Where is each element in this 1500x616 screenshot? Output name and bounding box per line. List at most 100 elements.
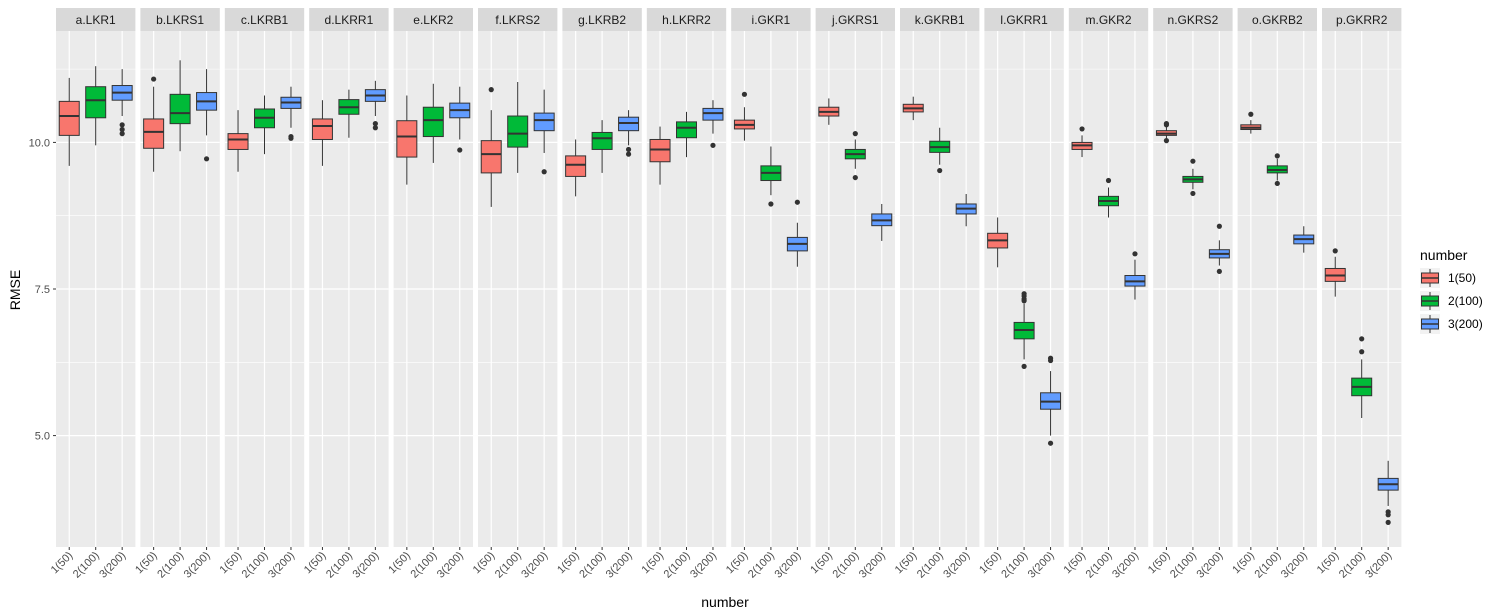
- strip-label: a.LKR1: [76, 13, 116, 27]
- boxplot: [676, 111, 697, 158]
- boxplot: [818, 98, 840, 125]
- box: [565, 155, 587, 177]
- boxplot: [929, 127, 951, 174]
- x-tick-label: 3(200): [1110, 550, 1141, 581]
- boxplot: [871, 203, 893, 241]
- outlier-point: [1385, 519, 1391, 525]
- strip-label: g.LKRB2: [578, 13, 626, 27]
- outlier-point: [119, 122, 125, 128]
- outlier-point: [372, 121, 378, 127]
- strip-label: l.GKRR1: [1000, 13, 1048, 27]
- boxplot: [1155, 121, 1177, 144]
- box: [85, 86, 107, 119]
- outlier-point: [741, 91, 748, 97]
- strip-background: [731, 8, 811, 31]
- boxplot: [1182, 158, 1204, 197]
- box: [480, 140, 502, 174]
- boxplot: [1124, 251, 1146, 300]
- panels: a.LKR11(50)2(100)3(200)b.LKRS11(50)2(100…: [49, 8, 1402, 581]
- x-tick-label: 2(100): [662, 550, 693, 581]
- outlier-point: [625, 151, 632, 157]
- boxplot: [1293, 226, 1315, 253]
- outlier-point: [852, 174, 858, 181]
- x-tick-label: 3(200): [773, 550, 804, 581]
- strip-label: j.GKRS1: [831, 13, 879, 27]
- x-tick-label: 2(100): [830, 550, 861, 581]
- box: [311, 118, 333, 140]
- y-tick-label: 10.0: [29, 137, 50, 149]
- legend-title: number: [1420, 247, 1468, 263]
- outlier-point: [937, 167, 943, 174]
- y-axis-title: RMSE: [7, 270, 23, 310]
- strip-background: [562, 8, 642, 31]
- x-tick-label: 2(100): [240, 550, 271, 581]
- box: [676, 121, 697, 139]
- outlier-point: [1047, 357, 1054, 364]
- outlier-point: [1021, 298, 1027, 304]
- strip-label: h.LKRR2: [662, 13, 711, 27]
- outlier-point: [151, 76, 157, 82]
- strip-background: [393, 8, 473, 31]
- outlier-point: [457, 147, 463, 153]
- boxplot: [480, 87, 502, 207]
- x-tick-label: 3(200): [182, 550, 213, 581]
- x-tick-label: 2(100): [1084, 550, 1115, 581]
- box: [591, 131, 613, 150]
- x-tick-label: 3(200): [1195, 550, 1226, 581]
- boxplot: [507, 82, 529, 173]
- boxplot: [760, 146, 782, 207]
- outlier-point: [1190, 158, 1196, 164]
- boxplot: [618, 110, 640, 157]
- box: [143, 118, 165, 149]
- outlier-point: [488, 87, 494, 93]
- x-tick-label: 3(200): [97, 550, 128, 581]
- x-tick-label: 2(100): [493, 550, 524, 581]
- outlier-point: [1216, 268, 1222, 275]
- boxplot: [111, 69, 133, 137]
- x-axis-title: number: [701, 594, 749, 610]
- boxplot: [1098, 177, 1119, 218]
- boxplot: [1351, 336, 1373, 418]
- boxplot: [1324, 248, 1346, 297]
- x-tick-label: 2(100): [155, 550, 186, 581]
- boxplot: [364, 80, 386, 131]
- boxplot: [1240, 111, 1262, 134]
- strip-background: [1237, 8, 1317, 31]
- outlier-point: [768, 201, 774, 207]
- legend-item: 3(200): [1420, 314, 1483, 334]
- boxplot: [987, 217, 1009, 268]
- strip-background: [984, 8, 1064, 31]
- strip-background: [815, 8, 895, 31]
- boxplot: [196, 69, 218, 162]
- outlier-point: [119, 126, 125, 133]
- strip-background: [900, 8, 980, 31]
- outlier-point: [852, 131, 858, 137]
- x-tick-label: 2(100): [746, 550, 777, 581]
- box: [533, 112, 555, 132]
- legend-label: 2(100): [1448, 294, 1483, 308]
- outlier-point: [1079, 126, 1085, 132]
- x-tick-label: 3(200): [1363, 550, 1394, 581]
- strip-background: [1153, 8, 1233, 31]
- boxplot: [1040, 355, 1062, 446]
- legend-label: 1(50): [1448, 271, 1476, 285]
- legend: number 1(50) 2(100) 3(200): [1420, 247, 1483, 334]
- outlier-point: [1132, 251, 1138, 257]
- outlier-point: [1359, 336, 1365, 342]
- outlier-point: [1274, 153, 1280, 159]
- strip-label: f.LKRS2: [495, 13, 540, 27]
- strip-background: [224, 8, 305, 31]
- outlier-point: [710, 142, 716, 148]
- boxplot: [1377, 460, 1399, 525]
- boxplot: [338, 89, 360, 138]
- outlier-point: [1274, 180, 1280, 187]
- strip-label: m.GKR2: [1085, 13, 1131, 27]
